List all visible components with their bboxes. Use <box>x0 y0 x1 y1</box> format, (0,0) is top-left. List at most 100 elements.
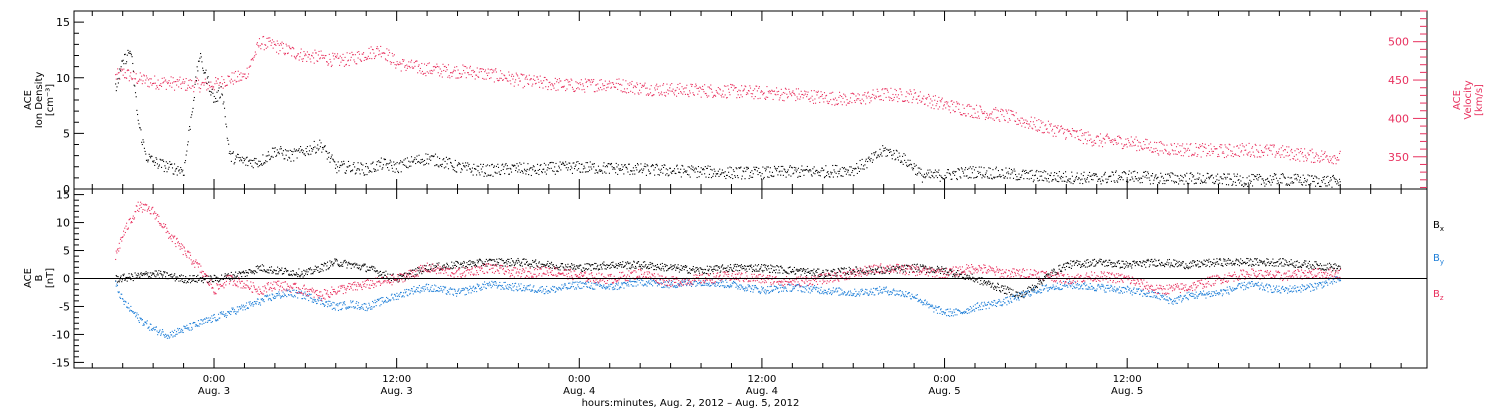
density-series-point <box>710 177 713 179</box>
velocity-series-point <box>960 114 962 116</box>
bx-series-point <box>305 271 307 273</box>
bx-series-point <box>730 267 732 269</box>
bx-series-point <box>670 264 672 266</box>
density-series-point <box>289 149 291 151</box>
density-series-point <box>388 169 390 171</box>
velocity-series-point <box>995 107 997 109</box>
density-series-point <box>256 163 258 165</box>
bx-series-point <box>717 269 719 271</box>
velocity-series-point <box>391 52 393 55</box>
bx-series-point <box>163 271 165 273</box>
bx-series-point <box>944 268 946 270</box>
bx-series-point <box>860 268 862 270</box>
velocity-series-point <box>849 100 851 102</box>
density-series-point <box>274 147 276 149</box>
velocity-series-point <box>1154 141 1156 143</box>
velocity-series-point <box>322 54 324 56</box>
density-series-point <box>607 163 609 165</box>
velocity-series-point <box>1022 122 1024 124</box>
density-series-point <box>749 175 751 177</box>
density-series-point <box>709 165 711 168</box>
bx-series-point <box>567 263 569 265</box>
density-series-point <box>982 175 984 177</box>
bx-series-point <box>774 266 776 268</box>
bx-series-point <box>315 268 317 271</box>
velocity-series-point <box>224 85 226 87</box>
velocity-series-point <box>743 88 745 90</box>
bx-series-point <box>371 268 374 270</box>
density-series-point <box>232 151 234 153</box>
velocity-series-point <box>597 87 600 89</box>
velocity-series-point <box>1215 148 1217 150</box>
bx-series-point <box>911 264 914 266</box>
density-series-point <box>539 165 541 167</box>
density-series-point <box>580 163 582 165</box>
bx-series-point <box>487 262 489 265</box>
density-series-point <box>1084 180 1086 182</box>
density-series-point <box>571 167 573 169</box>
density-series-point <box>257 166 259 168</box>
velocity-series-point <box>917 102 919 104</box>
bx-series-point <box>703 272 705 275</box>
density-series-point <box>1328 182 1330 184</box>
bx-series-point <box>239 273 241 275</box>
velocity-series-point <box>1264 147 1266 149</box>
velocity-series-point <box>520 73 522 75</box>
velocity-series-point <box>208 84 211 87</box>
velocity-series-point <box>1232 155 1234 158</box>
density-series-point <box>505 163 507 165</box>
density-series-point <box>634 173 636 175</box>
velocity-series-point <box>1025 119 1027 121</box>
density-series-point <box>667 169 669 171</box>
bx-series-point <box>681 267 683 269</box>
velocity-series-point <box>1082 132 1084 134</box>
velocity-series-point <box>254 51 256 53</box>
bx-series-point <box>121 281 123 283</box>
bx-series-point <box>432 270 434 272</box>
velocity-series-point <box>131 78 133 81</box>
velocity-series-point <box>872 89 874 91</box>
density-series-point <box>941 177 943 179</box>
velocity-series-point <box>630 90 632 92</box>
density-series-point <box>568 162 570 164</box>
density-series-point <box>1176 175 1178 177</box>
velocity-series-point <box>573 90 576 93</box>
density-series-point <box>836 165 838 167</box>
density-series-point <box>1280 173 1282 176</box>
bx-series-point <box>840 267 842 269</box>
velocity-series-point <box>851 102 853 104</box>
bx-series-point <box>765 268 767 270</box>
density-series-point <box>245 164 247 166</box>
velocity-series-point <box>433 69 435 71</box>
density-series-point <box>926 174 928 176</box>
velocity-series-point <box>976 117 978 119</box>
bx-series-point <box>906 264 908 266</box>
density-series-point <box>547 164 550 166</box>
velocity-series-point <box>1154 151 1156 153</box>
bx-series-point <box>754 264 757 266</box>
density-series-point <box>860 168 862 170</box>
bx-series-point <box>852 270 855 272</box>
velocity-series-point <box>1188 149 1191 151</box>
bx-series-point <box>266 269 268 271</box>
density-series-point <box>411 160 413 162</box>
bx-series-point <box>365 270 367 272</box>
velocity-series-point <box>269 40 271 42</box>
bx-series-point <box>746 270 748 272</box>
bx-series-point <box>778 266 780 268</box>
bx-series-point <box>491 259 493 261</box>
velocity-series-point <box>222 87 224 89</box>
density-series-point <box>624 164 626 166</box>
density-series-point <box>817 171 819 173</box>
density-series-point <box>1293 182 1295 184</box>
velocity-series-point <box>1030 116 1032 118</box>
density-series-point <box>1056 172 1058 174</box>
bx-series-point <box>219 280 221 282</box>
bx-series-point <box>594 268 596 270</box>
bx-series-point <box>851 273 853 275</box>
velocity-series-point <box>1337 159 1339 161</box>
density-series-point <box>1074 179 1076 181</box>
bx-series-point <box>286 270 288 272</box>
bx-series-point <box>745 268 747 270</box>
velocity-series-point <box>288 45 290 47</box>
